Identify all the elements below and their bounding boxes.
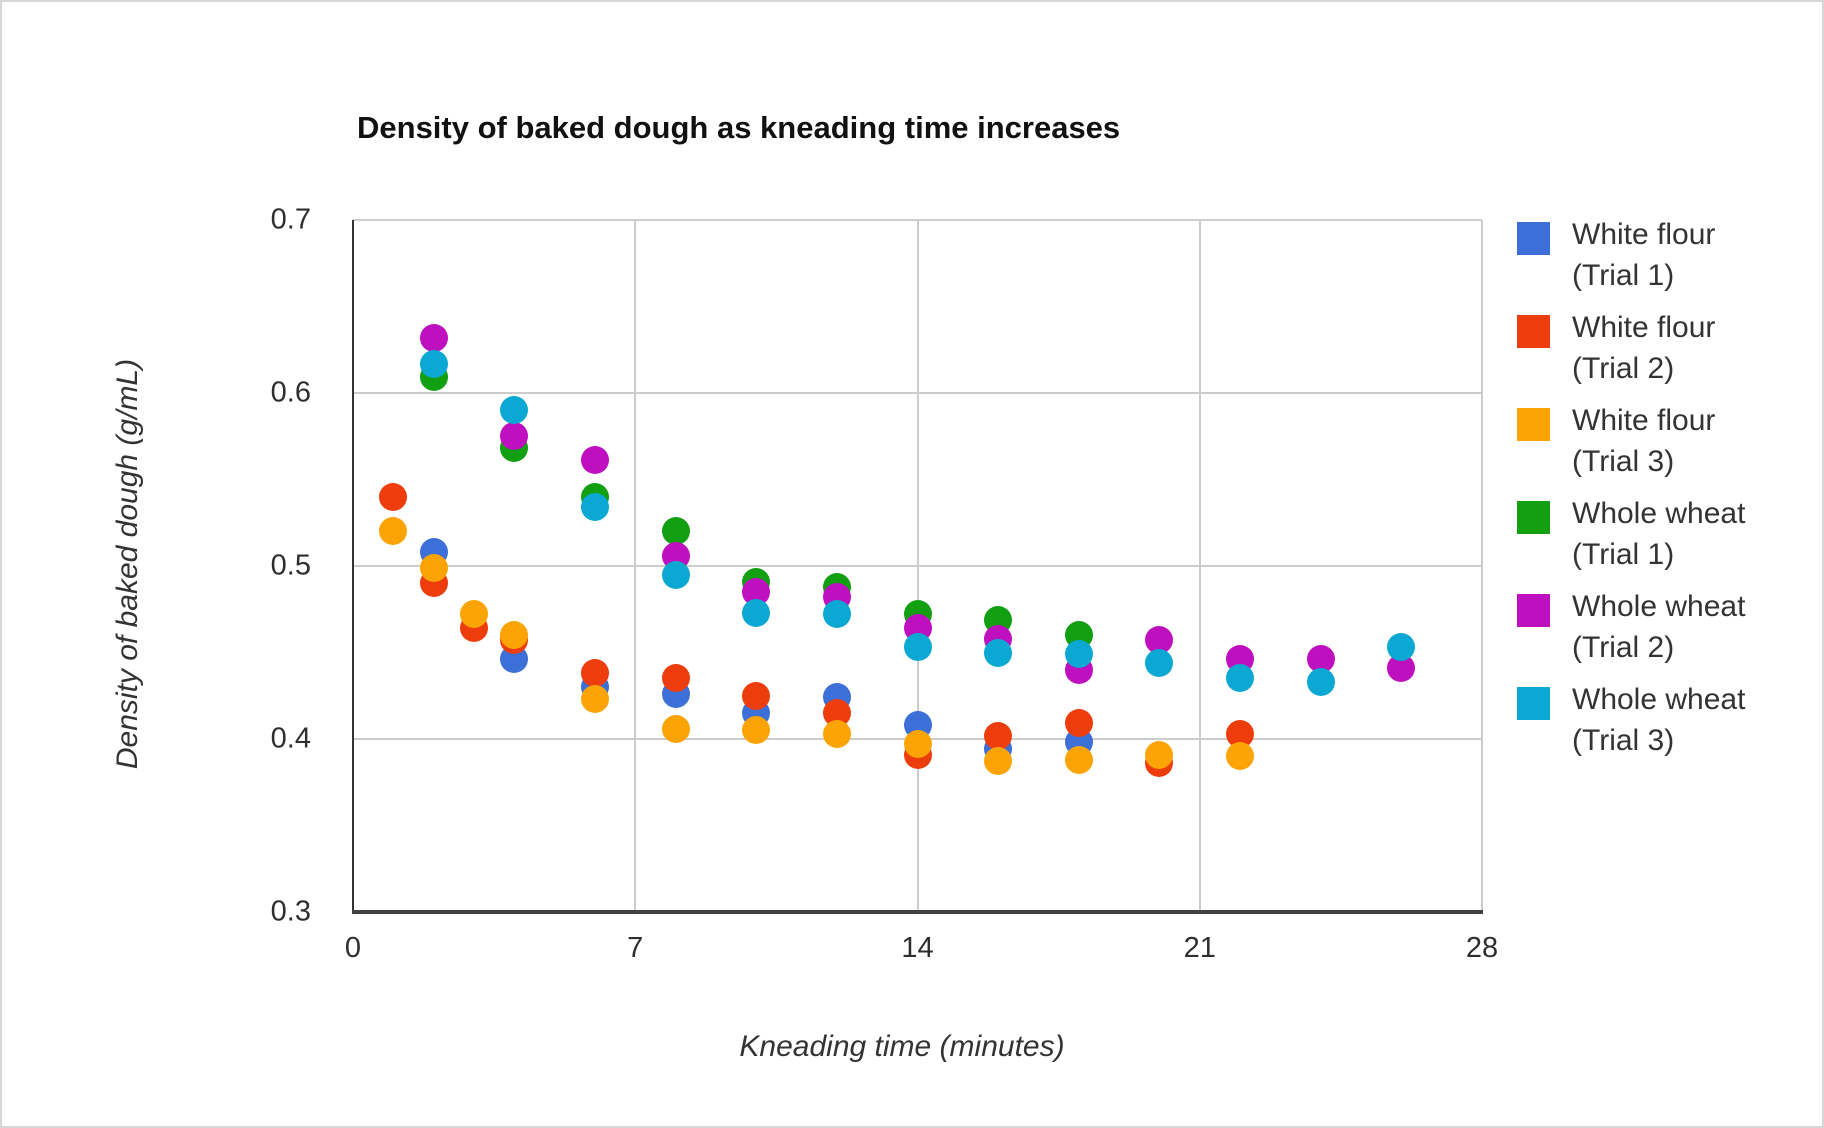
- legend-swatch: [1517, 315, 1550, 348]
- data-point-whole-wheat-trial-2-[interactable]: [580, 446, 609, 475]
- data-point-whole-wheat-trial-3-[interactable]: [419, 349, 448, 378]
- data-point-whole-wheat-trial-3-[interactable]: [661, 560, 690, 589]
- legend-label: White flour (Trial 2): [1572, 311, 1716, 385]
- data-point-white-flour-trial-2-[interactable]: [984, 721, 1013, 750]
- data-point-white-flour-trial-3-[interactable]: [419, 553, 448, 582]
- legend-label: White flour (Trial 1): [1572, 218, 1716, 292]
- x-tick-label: 7: [627, 932, 644, 964]
- data-point-white-flour-trial-3-[interactable]: [1064, 745, 1093, 774]
- data-point-whole-wheat-trial-3-[interactable]: [580, 493, 609, 522]
- y-axis-line: [352, 220, 354, 914]
- data-point-white-flour-trial-3-[interactable]: [984, 747, 1013, 776]
- x-tick-label: 21: [1183, 932, 1216, 964]
- legend-label: Whole wheat (Trial 2): [1572, 590, 1746, 664]
- data-point-whole-wheat-trial-3-[interactable]: [1306, 667, 1335, 696]
- data-point-whole-wheat-trial-3-[interactable]: [1145, 648, 1174, 677]
- data-point-whole-wheat-trial-3-[interactable]: [903, 633, 932, 662]
- chart-title: Density of baked dough as kneading time …: [357, 110, 1121, 145]
- x-tick-label: 28: [1465, 932, 1499, 964]
- data-point-white-flour-trial-3-[interactable]: [500, 621, 529, 650]
- data-point-whole-wheat-trial-3-[interactable]: [984, 638, 1013, 667]
- data-point-white-flour-trial-3-[interactable]: [822, 719, 851, 748]
- data-point-whole-wheat-trial-3-[interactable]: [742, 598, 771, 627]
- gridline: [634, 220, 637, 912]
- data-point-white-flour-trial-2-[interactable]: [661, 664, 690, 693]
- y-tick-label: 0.4: [270, 722, 311, 755]
- data-point-white-flour-trial-3-[interactable]: [742, 716, 771, 745]
- data-point-whole-wheat-trial-2-[interactable]: [500, 422, 529, 451]
- gridline: [1481, 220, 1483, 912]
- y-tick-label: 0.7: [270, 203, 311, 236]
- x-axis-line: [352, 910, 1483, 914]
- data-point-white-flour-trial-3-[interactable]: [903, 730, 932, 759]
- legend-swatch: [1517, 501, 1550, 534]
- y-axis-title: Density of baked dough (g/mL): [111, 358, 144, 770]
- legend-item-1: White flour (Trial 1): [1517, 218, 1715, 296]
- legend-item-3: White flour (Trial 3): [1517, 404, 1715, 482]
- x-axis-title: Kneading time (minutes): [739, 1030, 1065, 1063]
- data-point-white-flour-trial-2-[interactable]: [742, 681, 771, 710]
- data-point-whole-wheat-trial-3-[interactable]: [1064, 640, 1093, 669]
- data-point-whole-wheat-trial-3-[interactable]: [500, 396, 529, 425]
- y-tick-label: 0.5: [270, 549, 311, 582]
- legend-item-4: Whole wheat (Trial 1): [1517, 497, 1745, 575]
- data-point-whole-wheat-trial-3-[interactable]: [822, 600, 851, 629]
- legend-swatch: [1517, 222, 1550, 255]
- legend-label: White flour (Trial 3): [1572, 404, 1716, 478]
- y-tick-label: 0.6: [270, 376, 311, 409]
- data-point-whole-wheat-trial-3-[interactable]: [1387, 633, 1416, 662]
- data-point-white-flour-trial-3-[interactable]: [1226, 742, 1255, 771]
- legend-swatch: [1517, 687, 1550, 720]
- data-point-whole-wheat-trial-3-[interactable]: [1226, 664, 1255, 693]
- legend-swatch: [1517, 408, 1550, 441]
- data-point-white-flour-trial-3-[interactable]: [1145, 740, 1174, 769]
- data-point-white-flour-trial-3-[interactable]: [661, 714, 690, 743]
- legend-item-2: White flour (Trial 2): [1517, 311, 1715, 389]
- data-point-white-flour-trial-2-[interactable]: [379, 482, 408, 511]
- legend-label: Whole wheat (Trial 3): [1572, 683, 1746, 757]
- legend-item-6: Whole wheat (Trial 3): [1517, 683, 1745, 761]
- legend-label: Whole wheat (Trial 1): [1572, 497, 1746, 571]
- data-point-white-flour-trial-3-[interactable]: [459, 600, 488, 629]
- data-point-whole-wheat-trial-1-[interactable]: [661, 517, 690, 546]
- gridline: [916, 220, 919, 912]
- gridline: [1198, 220, 1201, 912]
- data-point-white-flour-trial-2-[interactable]: [1064, 709, 1093, 738]
- y-tick-label: 0.3: [270, 895, 311, 928]
- legend-swatch: [1517, 594, 1550, 627]
- data-point-white-flour-trial-3-[interactable]: [379, 517, 408, 546]
- x-tick-label: 14: [901, 932, 934, 964]
- x-tick-label: 0: [344, 932, 362, 964]
- data-point-white-flour-trial-3-[interactable]: [580, 685, 609, 714]
- data-point-white-flour-trial-2-[interactable]: [580, 659, 609, 688]
- legend-item-5: Whole wheat (Trial 2): [1517, 590, 1745, 668]
- data-point-whole-wheat-trial-2-[interactable]: [419, 323, 448, 352]
